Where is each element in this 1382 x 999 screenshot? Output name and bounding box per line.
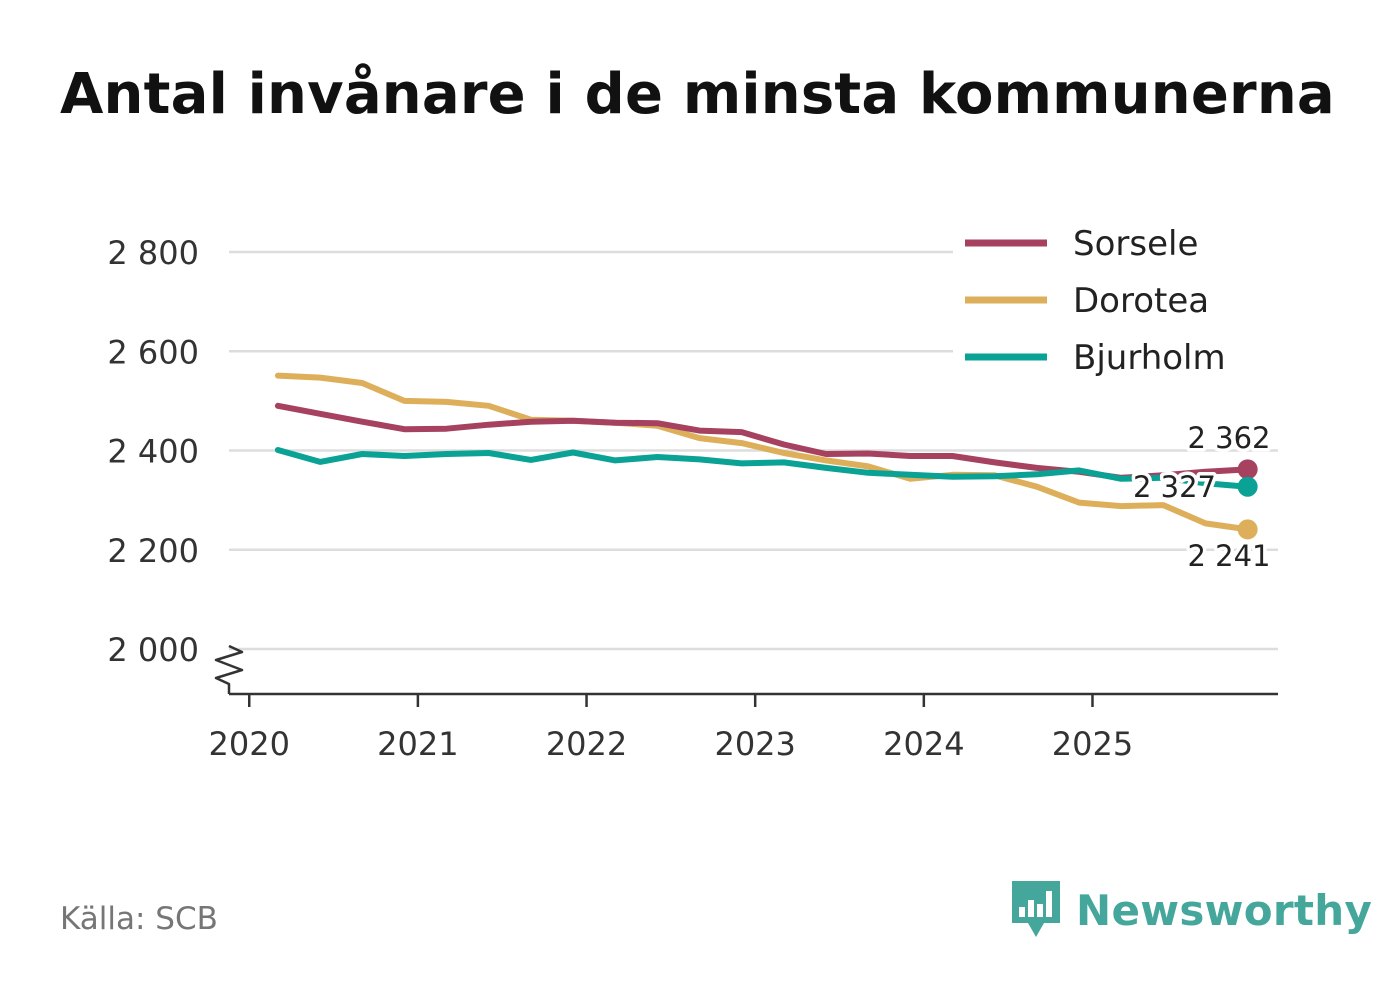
y-axis-break [214, 644, 244, 694]
legend: Sorsele Dorotea Bjurholm [953, 218, 1278, 388]
end-point-sorsele [1237, 459, 1258, 480]
end-label-bjurholm: 2 327 [1133, 470, 1216, 504]
x-tick-label: 2020 [209, 725, 290, 763]
x-tick-label: 2021 [377, 725, 458, 763]
gridlines [229, 250, 1278, 651]
brand-name: Newsworthy [1076, 885, 1373, 935]
legend-label-bjurholm: Bjurholm [1073, 338, 1226, 378]
series-line-sorsele [274, 402, 1251, 481]
end-point-dorotea [1237, 519, 1258, 540]
end-label-sorsele: 2 362 [1187, 421, 1270, 455]
source-label: Källa: SCB [60, 901, 218, 937]
end-label-dorotea: 2 241 [1187, 539, 1270, 573]
x-tick-label: 2023 [714, 725, 795, 763]
legend-label-sorsele: Sorsele [1073, 224, 1198, 264]
axes [214, 644, 1278, 696]
series-line-dorotea [274, 372, 1251, 533]
series-lines [274, 372, 1258, 540]
x-tick-label: 2025 [1052, 725, 1133, 763]
newsworthy-logo: Newsworthy [1010, 878, 1372, 942]
y-tick-label: 2 800 [107, 234, 199, 272]
end-labels: 2 362 2 241 2 327 [1129, 418, 1274, 577]
y-tick-label: 2 400 [107, 433, 199, 471]
y-tick-label: 2 200 [107, 532, 199, 570]
x-tick-label: 2022 [546, 725, 627, 763]
y-tick-label: 2 600 [107, 333, 199, 371]
x-tick-label: 2024 [883, 725, 964, 763]
series-line-bjurholm [274, 447, 1251, 490]
legend-label-dorotea: Dorotea [1073, 281, 1209, 321]
x-axis-ticks: 2020 2021 2022 2023 2024 2025 [209, 694, 1133, 763]
chart-speech-icon [1012, 881, 1060, 937]
end-point-bjurholm [1237, 476, 1258, 497]
y-axis-ticks: 2 000 2 200 2 400 2 600 2 800 [107, 234, 199, 669]
y-tick-label: 2 000 [107, 631, 199, 669]
chart-title: Antal invånare i de minsta kommunerna [60, 62, 1335, 127]
